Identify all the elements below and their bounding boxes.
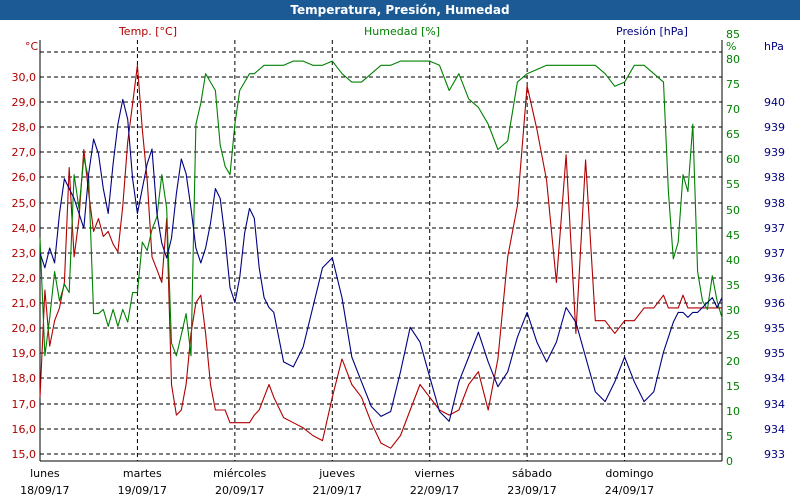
date-tick-day: sábado — [512, 467, 552, 480]
date-tick-date: 24/09/17 — [605, 484, 654, 497]
temp-tick-label: 27,0 — [12, 146, 37, 159]
pressure-tick-label: 934 — [764, 423, 785, 436]
temp-tick-label: 25,0 — [12, 197, 37, 210]
humidity-unit-label: % — [726, 40, 736, 53]
humidity-tick-label: 20 — [726, 355, 740, 368]
date-tick-date: 22/09/17 — [410, 484, 459, 497]
date-tick-day: jueves — [318, 467, 355, 480]
temp-tick-label: 16,0 — [12, 423, 37, 436]
pressure-tick-label: 939 — [764, 121, 785, 134]
date-axis: lunes 18/09/17 martes 19/09/17 miércoles 20/0… — [20, 467, 654, 497]
temp-tick-label: 24,0 — [12, 222, 37, 235]
pressure-tick-label: 936 — [764, 297, 785, 310]
humidity-tick-label: 0 — [726, 455, 733, 468]
humidity-tick-label: 85 — [726, 28, 740, 41]
temp-tick-label: 18,0 — [12, 372, 37, 385]
temp-tick-label: 19,0 — [12, 347, 37, 360]
grid — [40, 40, 722, 461]
humidity-tick-label: 50 — [726, 204, 740, 217]
date-tick-date: 19/09/17 — [118, 484, 167, 497]
pressure-tick-label: 937 — [764, 247, 785, 260]
date-tick-day: lunes — [30, 467, 60, 480]
plot-frame — [39, 40, 723, 462]
humidity-tick-label: 5 — [726, 430, 733, 443]
temp-tick-label: 20,0 — [12, 322, 37, 335]
pressure-tick-label: 935 — [764, 347, 785, 360]
temp-tick-label: 29,0 — [12, 96, 37, 109]
pressure-axis: 933 934 934 934 935 935 936 936 937 937 938 938 939 9… — [764, 96, 785, 461]
pressure-tick-label: 939 — [764, 146, 785, 159]
humidity-tick-label: 60 — [726, 153, 740, 166]
pressure-tick-label: 936 — [764, 272, 785, 285]
temp-tick-label: 17,0 — [12, 398, 37, 411]
humidity-axis: 0 5 10 15 20 25 30 35 40 45 50 55 60 65 70 75 80 85 — [726, 28, 740, 468]
humidity-tick-label: 75 — [726, 78, 740, 91]
humidity-tick-label: 45 — [726, 229, 740, 242]
humidity-tick-label: 15 — [726, 380, 740, 393]
pressure-tick-label: 938 — [764, 171, 785, 184]
pressure-axis-label: Presión [hPa] — [616, 25, 688, 38]
series-layer — [39, 60, 723, 449]
date-tick-day: domingo — [605, 467, 653, 480]
temp-tick-label: 26,0 — [12, 171, 37, 184]
pressure-unit-label: hPa — [764, 40, 784, 53]
date-tick-date: 20/09/17 — [215, 484, 264, 497]
pressure-tick-label: 934 — [764, 372, 785, 385]
humidity-tick-label: 70 — [726, 103, 740, 116]
humidity-tick-label: 30 — [726, 304, 740, 317]
pressure-tick-label: 934 — [764, 398, 785, 411]
humidity-tick-label: 35 — [726, 279, 740, 292]
temp-tick-label: 28,0 — [12, 121, 37, 134]
date-tick-date: 21/09/17 — [312, 484, 361, 497]
temp-tick-label: 15,0 — [12, 448, 37, 461]
humidity-tick-label: 80 — [726, 53, 740, 66]
date-tick-date: 23/09/17 — [507, 484, 556, 497]
pressure-tick-label: 935 — [764, 322, 785, 335]
temp-tick-label: 23,0 — [12, 247, 37, 260]
date-tick-day: viernes — [415, 467, 455, 480]
pressure-tick-label: 933 — [764, 448, 785, 461]
chart-title: Temperatura, Presión, Humedad — [0, 0, 800, 20]
pressure-tick-label: 938 — [764, 197, 785, 210]
pressure-tick-label: 937 — [764, 222, 785, 235]
humidity-tick-label: 40 — [726, 254, 740, 267]
series-line-pres — [39, 98, 723, 422]
humidity-tick-label: 55 — [726, 178, 740, 191]
temp-axis: 15,0 16,0 17,0 18,0 19,0 20,0 21,0 22,0 23,0 24,0… — [12, 71, 37, 461]
humidity-axis-label: Humedad [%] — [364, 25, 440, 38]
temp-axis-label: Temp. [°C] — [118, 25, 177, 38]
series-line-hum — [39, 60, 723, 357]
pressure-tick-label: 940 — [764, 96, 785, 109]
date-tick-day: miércoles — [213, 467, 266, 480]
temp-tick-label: 22,0 — [12, 272, 37, 285]
temp-unit-label: °C — [25, 40, 39, 53]
humidity-tick-label: 65 — [726, 128, 740, 141]
temp-tick-label: 30,0 — [12, 71, 37, 84]
humidity-tick-label: 25 — [726, 329, 740, 342]
humidity-tick-label: 10 — [726, 405, 740, 418]
axis-labels: °C Temp. [°C] Humedad [%]% Presión [hPa] hPa — [25, 25, 784, 53]
temp-tick-label: 21,0 — [12, 297, 37, 310]
date-tick-date: 18/09/17 — [20, 484, 69, 497]
series-line-temp — [39, 64, 722, 449]
date-tick-day: martes — [123, 467, 162, 480]
